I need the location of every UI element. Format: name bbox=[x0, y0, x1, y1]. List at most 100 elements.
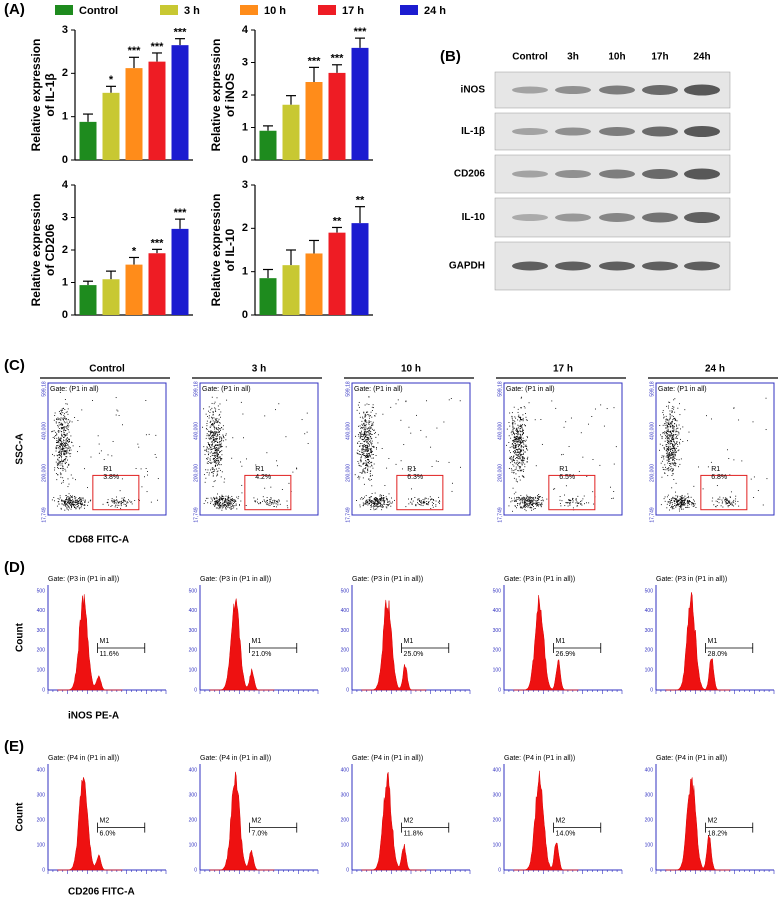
event-dot bbox=[69, 440, 70, 442]
event-dot bbox=[526, 461, 528, 463]
event-dot bbox=[372, 467, 374, 469]
event-dot bbox=[695, 507, 697, 508]
event-dot bbox=[372, 421, 374, 423]
event-dot bbox=[98, 452, 100, 454]
event-dot bbox=[527, 456, 529, 458]
bar bbox=[328, 72, 346, 160]
y-tick-label: 300 bbox=[341, 792, 350, 798]
event-dot bbox=[522, 428, 524, 430]
event-dot bbox=[365, 436, 367, 438]
event-dot bbox=[371, 500, 373, 502]
event-dot bbox=[681, 502, 683, 504]
event-dot bbox=[379, 495, 381, 497]
event-dot bbox=[78, 507, 80, 509]
event-dot bbox=[667, 449, 669, 451]
event-dot bbox=[54, 436, 56, 438]
event-dot bbox=[688, 497, 690, 499]
y-tick-label: 200 bbox=[341, 648, 350, 654]
event-dot bbox=[214, 432, 216, 434]
event-dot bbox=[508, 497, 510, 499]
event-dot bbox=[519, 444, 521, 446]
event-dot bbox=[513, 432, 514, 434]
event-dot bbox=[63, 436, 64, 438]
event-dot bbox=[383, 497, 385, 499]
event-dot bbox=[681, 505, 683, 507]
event-dot bbox=[395, 403, 397, 405]
event-dot bbox=[522, 449, 524, 451]
event-dot bbox=[206, 448, 208, 450]
y-tick-label: 3 bbox=[242, 56, 248, 68]
event-dot bbox=[221, 450, 223, 452]
event-dot bbox=[370, 502, 372, 504]
event-dot bbox=[63, 434, 65, 435]
event-dot bbox=[680, 502, 682, 504]
event-dot bbox=[386, 499, 388, 501]
plot-frame bbox=[503, 382, 623, 516]
event-dot bbox=[361, 451, 363, 453]
event-dot bbox=[361, 449, 363, 451]
event-dot bbox=[357, 477, 359, 478]
event-dot bbox=[219, 456, 221, 458]
event-dot bbox=[512, 423, 514, 425]
event-dot bbox=[419, 504, 420, 506]
event-dot bbox=[116, 499, 118, 501]
event-dot bbox=[666, 507, 668, 509]
event-dot bbox=[368, 463, 370, 465]
event-dot bbox=[665, 422, 667, 424]
event-dot bbox=[757, 490, 759, 492]
event-dot bbox=[225, 446, 227, 448]
event-dot bbox=[537, 502, 538, 504]
event-dot bbox=[517, 504, 519, 506]
event-dot bbox=[210, 449, 212, 451]
event-dot bbox=[513, 420, 515, 422]
event-dot bbox=[64, 435, 66, 437]
event-dot bbox=[227, 507, 229, 508]
event-dot bbox=[78, 498, 80, 500]
event-dot bbox=[128, 499, 129, 501]
event-dot bbox=[207, 451, 209, 453]
event-dot bbox=[107, 499, 109, 501]
event-dot bbox=[216, 422, 218, 424]
event-dot bbox=[222, 504, 224, 506]
event-dot bbox=[667, 462, 669, 464]
event-dot bbox=[363, 433, 365, 435]
gate-label: Gate: (P1 in all) bbox=[658, 386, 707, 393]
event-dot bbox=[668, 456, 670, 458]
event-dot bbox=[536, 500, 538, 502]
bar bbox=[259, 130, 277, 160]
event-dot bbox=[671, 447, 673, 449]
event-dot bbox=[212, 468, 214, 470]
event-dot bbox=[213, 437, 215, 439]
event-dot bbox=[219, 497, 221, 499]
y-tick-label: 400 bbox=[37, 608, 46, 614]
event-dot bbox=[520, 418, 521, 420]
event-dot bbox=[379, 498, 381, 500]
event-dot bbox=[68, 493, 70, 495]
event-dot bbox=[669, 499, 670, 501]
event-dot bbox=[306, 412, 308, 414]
event-dot bbox=[365, 444, 367, 446]
event-dot bbox=[369, 434, 371, 436]
event-dot bbox=[730, 503, 732, 505]
event-dot bbox=[674, 437, 676, 439]
event-dot bbox=[668, 436, 670, 438]
event-dot bbox=[64, 434, 66, 436]
event-dot bbox=[420, 501, 422, 503]
event-dot bbox=[214, 459, 216, 461]
event-dot bbox=[70, 508, 72, 510]
event-dot bbox=[127, 502, 129, 504]
event-dot bbox=[669, 452, 670, 453]
event-dot bbox=[659, 443, 661, 445]
significance: ** bbox=[356, 195, 365, 207]
event-dot bbox=[435, 504, 437, 506]
event-dot bbox=[365, 424, 367, 426]
event-dot bbox=[523, 500, 525, 502]
y-tick-label: 300 bbox=[189, 628, 198, 634]
event-dot bbox=[369, 473, 371, 475]
event-dot bbox=[217, 507, 219, 509]
event-dot bbox=[666, 436, 668, 438]
event-dot bbox=[68, 447, 70, 449]
event-dot bbox=[663, 455, 665, 457]
event-dot bbox=[546, 498, 548, 500]
event-dot bbox=[381, 509, 383, 511]
